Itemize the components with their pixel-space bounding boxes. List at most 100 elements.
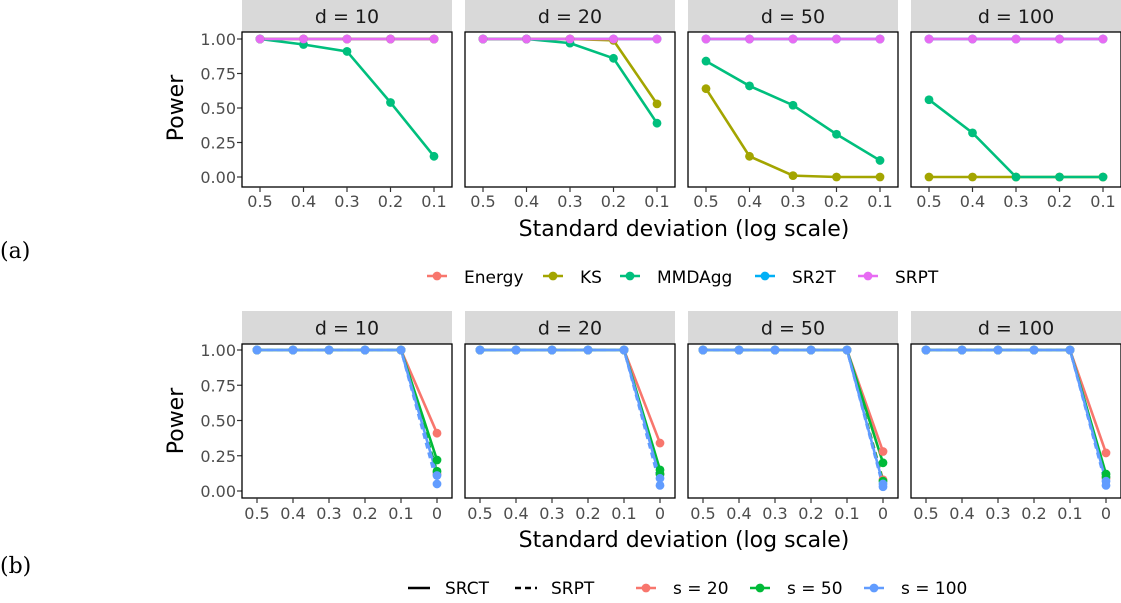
x-tick-label: 0.3 <box>334 192 359 211</box>
x-tick-label: 0.3 <box>762 504 787 523</box>
facet-strip <box>688 311 898 344</box>
data-point-mmdagg <box>1098 172 1108 182</box>
y-tick-label: 0.25 <box>200 134 236 153</box>
data-point-ks <box>968 172 977 182</box>
facet-panel <box>910 31 1121 188</box>
series-line-srpt-s-100 <box>926 348 1108 486</box>
data-point-srpt <box>745 34 754 44</box>
x-tick-label: 0.5 <box>693 192 718 211</box>
y-tick-label: 1.00 <box>200 341 236 360</box>
legend-label-sr2t: SR2T <box>792 268 836 288</box>
data-point-srpt-s-100 <box>655 480 665 490</box>
data-point-srpt <box>701 34 711 44</box>
facets-a: 0.00 0.25 0.50 0.75 1.00 d = 10 0.5 0.4 0.3 0.2 0.… <box>200 0 1121 211</box>
x-tick-label: 0.5 <box>913 504 938 523</box>
x-tick-label: 0.4 <box>737 192 762 211</box>
data-point-srpt-s-100 <box>324 345 334 355</box>
data-point-srpt-s-100 <box>842 345 852 355</box>
panel-label-a: (a) <box>0 239 30 264</box>
y-axis-title-a: Power <box>164 74 189 141</box>
facet-strip-label: d = 20 <box>538 318 602 340</box>
data-point-srpt <box>1011 34 1021 44</box>
facet-strip <box>242 0 452 32</box>
facet-panel <box>241 31 453 188</box>
data-point-srpt-s-100 <box>1029 345 1039 355</box>
x-tick-label: 0.1 <box>1057 504 1082 523</box>
x-tick-label: 0.5 <box>470 192 495 211</box>
data-point-srpt-s-100 <box>878 482 888 492</box>
data-point-ks <box>745 151 754 161</box>
x-tick-label: 0.1 <box>421 192 446 211</box>
x-tick-label: 0.3 <box>1003 192 1028 211</box>
data-point-srpt <box>429 34 439 44</box>
data-point-ks <box>701 84 711 94</box>
data-point-srpt-s-100 <box>921 345 931 355</box>
facet-strip <box>911 311 1121 344</box>
data-point-ks <box>924 172 934 182</box>
x-tick-label: 0.1 <box>644 192 669 211</box>
legend-key-point-s-50 <box>755 583 765 593</box>
data-point-srpt-s-100 <box>619 345 629 355</box>
x-tick-label: 0.3 <box>316 504 341 523</box>
legend-label-energy: Energy <box>464 268 524 288</box>
x-tick-label: 0.1 <box>611 504 636 523</box>
y-tick-label: 0.25 <box>200 447 236 466</box>
data-point-srpt-s-100 <box>806 345 816 355</box>
legend-label-ks: KS <box>580 268 602 288</box>
facet-panel <box>687 343 899 499</box>
data-point-mmdagg <box>745 81 754 91</box>
facet-b-d-10: d = 10 0.5 0.4 0.3 0.2 0.1 0 <box>241 311 453 523</box>
x-tick-label: 0 <box>432 504 442 523</box>
data-point-srct-s-50 <box>432 455 442 465</box>
data-point-srpt-s-100 <box>396 345 406 355</box>
data-point-srpt-s-100 <box>957 345 967 355</box>
x-tick-label: 0.1 <box>1090 192 1115 211</box>
legend-key-point-mmdagg <box>625 271 635 281</box>
legend-key-point-s-100 <box>869 583 879 593</box>
data-point-srpt <box>609 34 618 44</box>
data-point-mmdagg <box>875 156 885 165</box>
data-point-mmdagg <box>701 56 711 66</box>
facet-strip-label: d = 50 <box>761 6 825 28</box>
data-point-srpt <box>342 34 352 44</box>
facet-strip-label: d = 100 <box>978 318 1054 340</box>
data-point-srpt <box>652 34 662 44</box>
data-point-srpt <box>788 34 798 44</box>
facet-strip-label: d = 10 <box>315 6 379 28</box>
data-point-srct-s-20 <box>878 447 888 456</box>
data-point-mmdagg <box>342 47 352 56</box>
x-tick-label: 0.1 <box>388 504 413 523</box>
facet-a-d-10: d = 10 0.5 0.4 0.3 0.2 0.1 <box>241 0 453 211</box>
x-tick-label: 0.5 <box>467 504 492 523</box>
y-tick-label: 0.00 <box>200 168 236 187</box>
y-tick-label: 0.75 <box>200 376 236 395</box>
series-line-srpt-s-100 <box>257 348 439 485</box>
x-tick-label: 0.2 <box>1047 192 1072 211</box>
x-tick-label: 0.2 <box>352 504 377 523</box>
data-point-srpt-s-100 <box>547 345 557 355</box>
series-line-srpt-s-100 <box>480 348 662 486</box>
legend-a: Energy KS MMDAgg SR2T SRPT <box>427 268 939 288</box>
facet-strip-label: d = 10 <box>315 318 379 340</box>
data-point-srpt-s-100 <box>475 345 485 355</box>
facet-b-d-50: d = 50 0.5 0.4 0.3 0.2 0.1 0 <box>687 311 899 523</box>
data-point-mmdagg <box>609 53 618 63</box>
data-point-ks <box>875 172 885 182</box>
facet-strip <box>465 311 675 344</box>
data-point-srpt-s-100 <box>252 345 262 355</box>
data-point-srpt-s-100 <box>1101 480 1111 490</box>
x-tick-label: 0.4 <box>726 504 751 523</box>
facet-a-d-20: d = 20 0.5 0.4 0.3 0.2 0.1 <box>464 0 676 211</box>
chart-a: (a) Power Standard deviation (log scale)… <box>0 0 1121 288</box>
data-point-srpt <box>1055 34 1064 44</box>
y-tick-label: 0.75 <box>200 65 236 84</box>
data-point-srct-s-50 <box>878 458 888 468</box>
y-tick-label: 0.50 <box>200 412 236 431</box>
x-tick-label: 0.5 <box>690 504 715 523</box>
x-tick-label: 0.2 <box>378 192 403 211</box>
facet-panel <box>464 343 676 499</box>
x-tick-label: 0 <box>1101 504 1111 523</box>
data-point-srct-s-100 <box>655 473 665 483</box>
data-point-ks <box>832 172 841 182</box>
